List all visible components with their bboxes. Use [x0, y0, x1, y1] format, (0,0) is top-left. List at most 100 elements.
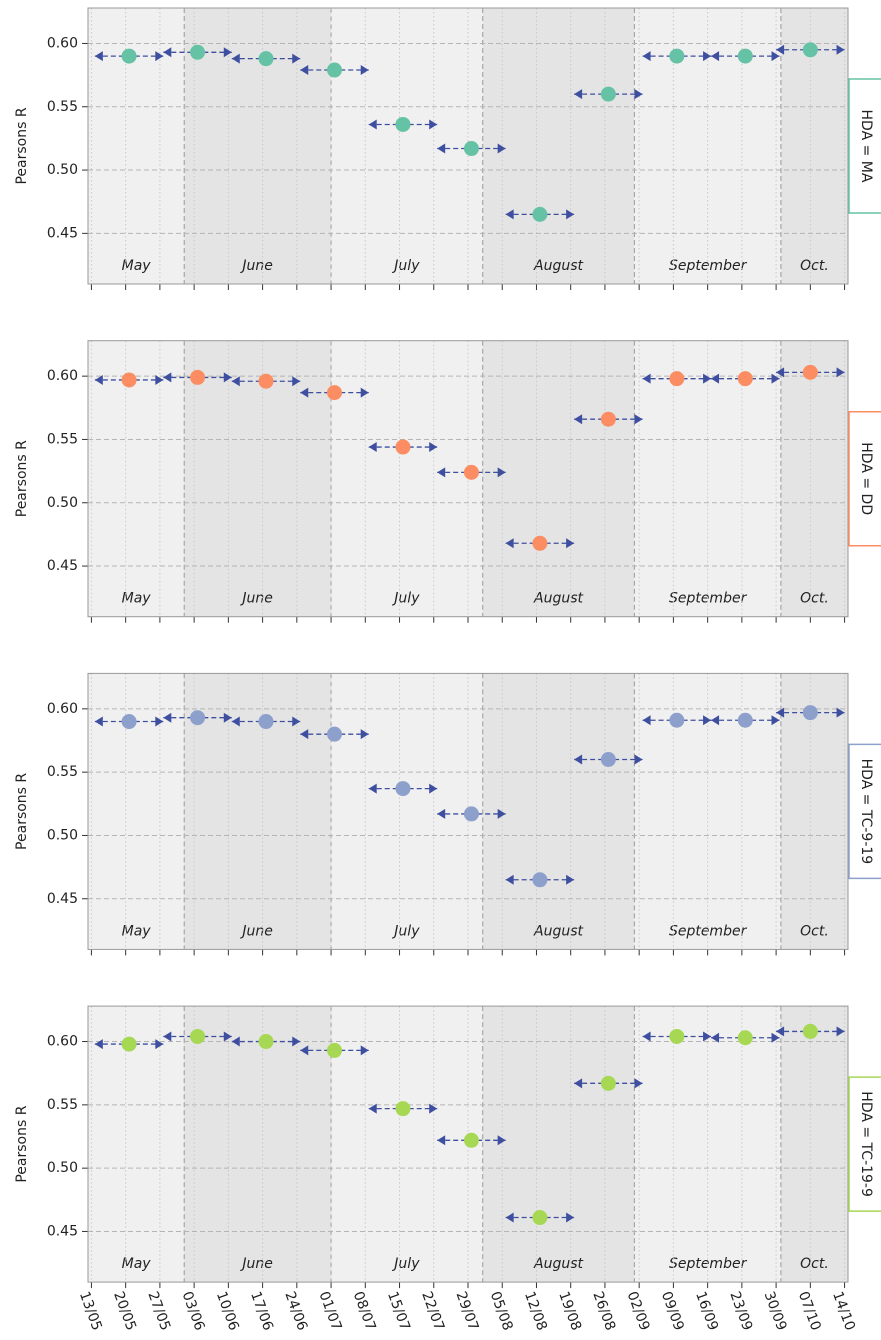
- point: [463, 141, 479, 157]
- interval-start: [94, 374, 103, 385]
- point: [190, 710, 206, 726]
- interval-start: [776, 707, 785, 718]
- month-label: July: [391, 923, 420, 939]
- x-tick-label: 01/07: [316, 1289, 345, 1332]
- month-band: [331, 8, 483, 284]
- point: [737, 48, 753, 64]
- plot-frame: [87, 1005, 849, 1283]
- interval-start: [776, 1026, 785, 1037]
- month-label: June: [239, 1256, 273, 1272]
- interval-end: [771, 51, 780, 62]
- interval-end: [634, 1078, 643, 1089]
- month-band: [184, 340, 332, 617]
- interval-start: [368, 119, 377, 130]
- point: [669, 371, 685, 387]
- interval-start: [505, 1212, 514, 1223]
- point: [121, 1036, 137, 1052]
- interval-end: [360, 387, 369, 398]
- x-tick-label: 07/10: [795, 1289, 824, 1332]
- interval-end: [497, 143, 506, 154]
- point: [600, 411, 616, 427]
- interval-end: [497, 808, 506, 819]
- x-tick-label: 14/10: [829, 1289, 858, 1332]
- month-label: August: [533, 591, 584, 607]
- month-label: June: [239, 591, 273, 607]
- interval-start: [505, 874, 514, 885]
- interval-start: [642, 51, 651, 62]
- month-band: [482, 340, 635, 617]
- interval-end: [155, 51, 164, 62]
- interval-end: [292, 1036, 301, 1047]
- panel: May June July August September Oct. 0.45 0.50 0.…: [14, 672, 881, 956]
- interval-end: [292, 376, 301, 387]
- month-label: August: [533, 923, 584, 939]
- interval-start: [776, 44, 785, 55]
- point: [463, 464, 479, 480]
- interval-end: [155, 716, 164, 727]
- y-tick-label: 0.45: [47, 1223, 78, 1239]
- point: [600, 1075, 616, 1091]
- month-label: May: [122, 923, 152, 939]
- interval-start: [574, 89, 583, 100]
- interval-start: [574, 754, 583, 765]
- panel: May June July August September Oct. 0.45 0.50 0.…: [14, 7, 881, 290]
- interval-start: [231, 53, 240, 64]
- y-tick-label: 0.45: [47, 891, 78, 907]
- interval-start: [94, 51, 103, 62]
- point: [532, 535, 548, 551]
- x-tick-label: 26/08: [589, 1289, 618, 1332]
- point: [326, 62, 342, 78]
- month-band: [634, 340, 781, 617]
- interval-end: [771, 715, 780, 726]
- month-band: [88, 1006, 185, 1283]
- y-tick-label: 0.60: [47, 1034, 78, 1050]
- interval-end: [836, 707, 845, 718]
- interval-end: [223, 712, 232, 723]
- point: [326, 726, 342, 742]
- y-tick-label: 0.55: [47, 431, 78, 447]
- interval-end: [836, 1026, 845, 1037]
- y-tick-label: 0.45: [47, 558, 78, 574]
- month-label: July: [391, 1256, 420, 1272]
- interval-start: [711, 51, 720, 62]
- month-band: [331, 1006, 483, 1283]
- month-label: May: [122, 258, 152, 274]
- interval-end: [292, 53, 301, 64]
- point: [600, 751, 616, 767]
- point: [190, 1028, 206, 1044]
- month-band: [184, 673, 332, 950]
- point: [737, 371, 753, 387]
- month-label: June: [239, 258, 273, 274]
- interval-end: [703, 1031, 712, 1042]
- y-tick-label: 0.50: [47, 162, 78, 178]
- interval-end: [703, 715, 712, 726]
- point: [395, 439, 411, 455]
- y-tick-label: 0.60: [47, 368, 78, 384]
- x-tick-label: 16/09: [692, 1289, 721, 1332]
- month-label: September: [669, 1256, 748, 1272]
- interval-start: [437, 143, 446, 154]
- y-tick-label: 0.50: [47, 1160, 78, 1176]
- interval-end: [223, 47, 232, 58]
- interval-start: [231, 716, 240, 727]
- point: [121, 48, 137, 64]
- point: [600, 86, 616, 102]
- month-band: [482, 8, 635, 284]
- interval-end: [360, 1045, 369, 1056]
- interval-start: [368, 783, 377, 794]
- facet-label: HDA = MA: [858, 110, 874, 183]
- month-band: [184, 8, 332, 284]
- interval-end: [497, 467, 506, 478]
- interval-start: [94, 1039, 103, 1050]
- interval-start: [711, 373, 720, 384]
- interval-start: [711, 715, 720, 726]
- interval-end: [497, 1135, 506, 1146]
- point: [669, 712, 685, 728]
- interval-end: [223, 1031, 232, 1042]
- interval-start: [437, 467, 446, 478]
- interval-end: [223, 372, 232, 383]
- x-tick-label: 10/06: [213, 1289, 242, 1332]
- point: [258, 373, 274, 389]
- point: [190, 44, 206, 60]
